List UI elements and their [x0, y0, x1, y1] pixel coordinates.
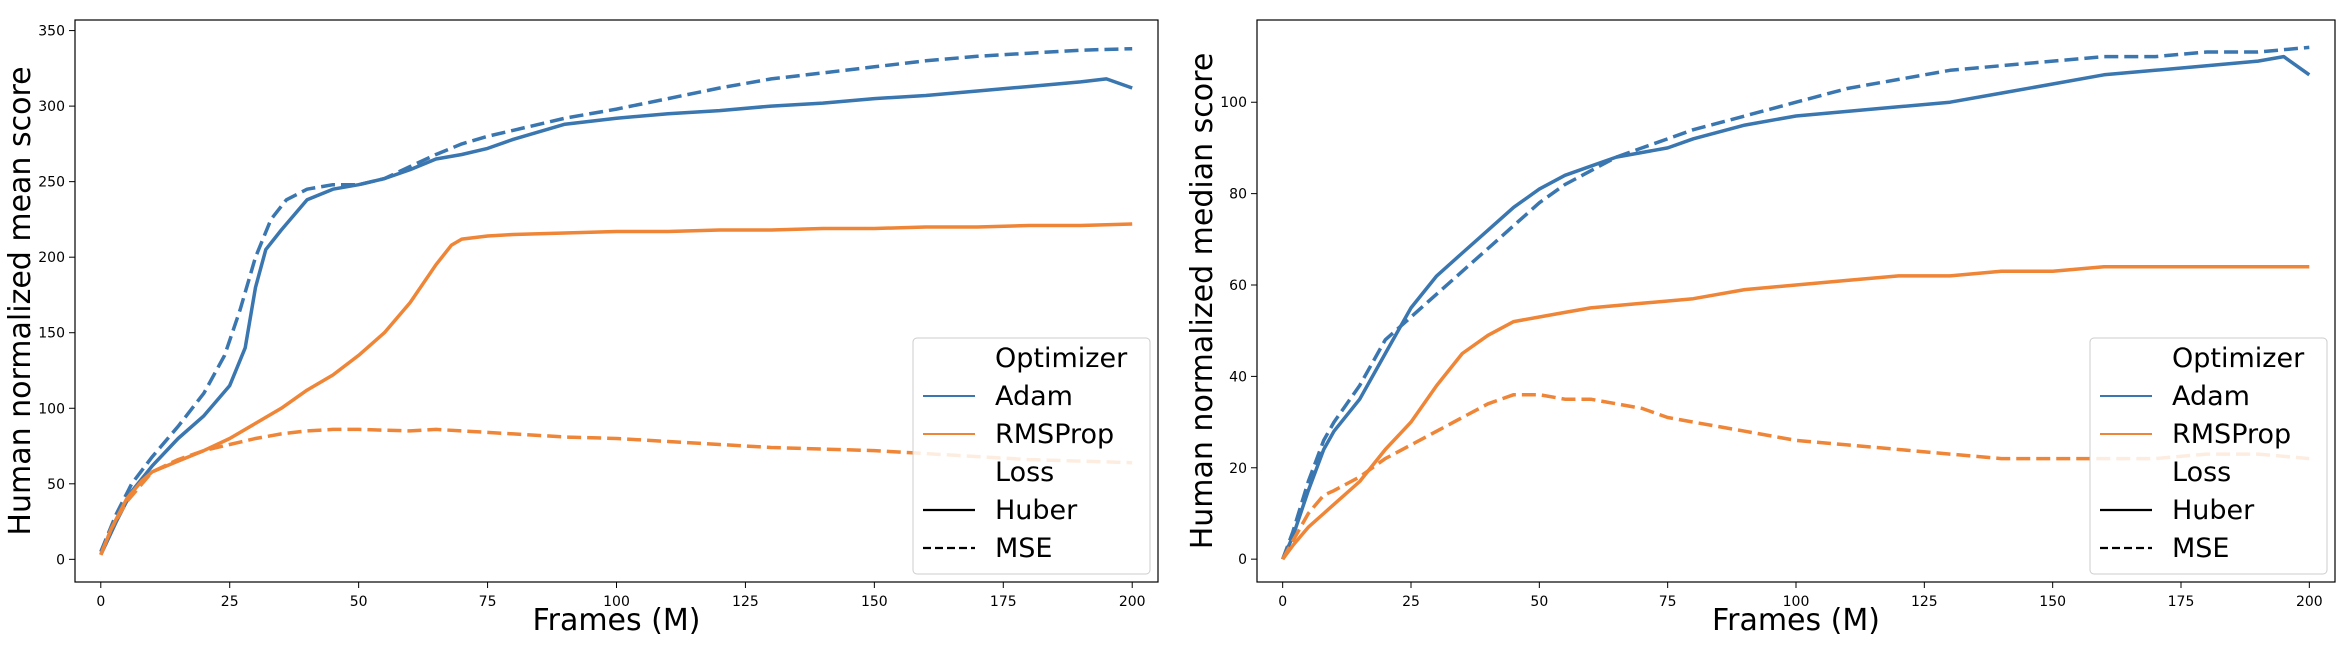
legend-label-huber: Huber [2172, 495, 2255, 526]
series-line-adam-mse [1281, 45, 2310, 560]
x-tick-label: 150 [861, 594, 888, 610]
y-tick-label: 80 [1229, 187, 1247, 203]
legend-optimizer-title: Optimizer [995, 343, 1128, 374]
legend-label-adam: Adam [995, 381, 1073, 412]
x-tick-label: 50 [1530, 594, 1548, 610]
x-tick-label: 125 [732, 594, 759, 610]
legend-label-huber: Huber [995, 495, 1078, 526]
y-tick-label: 100 [1220, 95, 1247, 111]
x-tick-label: 100 [603, 594, 630, 610]
x-axis-title: Frames (M) [1712, 603, 1880, 638]
legend-label-mse: MSE [995, 533, 1053, 564]
y-axis-title: Human normalized median score [1185, 53, 1220, 550]
legend: Optimizer Adam RMSProp Loss Huber MSE [912, 337, 1151, 575]
series-line-rmsprop-mse [99, 427, 1133, 556]
legend: Optimizer Adam RMSProp Loss Huber MSE [2089, 337, 2328, 575]
y-tick-label: 0 [1238, 552, 1247, 568]
y-tick-label: 100 [38, 401, 65, 417]
y-tick-label: 0 [56, 552, 65, 568]
y-axis-title: Human normalized mean score [3, 66, 38, 535]
x-tick-label: 75 [1659, 594, 1677, 610]
x-axis-title: Frames (M) [533, 603, 701, 638]
y-tick-label: 150 [38, 326, 65, 342]
y-tick-label: 350 [38, 24, 65, 40]
x-tick-label: 175 [990, 594, 1017, 610]
y-tick-label: 40 [1229, 369, 1247, 385]
y-tick-label: 50 [47, 477, 65, 493]
x-tick-label: 0 [96, 594, 105, 610]
y-tick-label: 20 [1229, 461, 1247, 477]
mean-score-panel: 0 25 50 75 100 125 150 175 200 0 50 100 150 200 250 300… [3, 19, 1159, 638]
legend-label-rmsprop: RMSProp [2172, 419, 2291, 450]
series-line-adam-huber [1281, 54, 2311, 560]
series-line-adam-huber [99, 77, 1133, 556]
x-tick-label: 125 [1911, 594, 1938, 610]
y-tick-label: 300 [38, 99, 65, 115]
x-tick-label: 200 [2296, 594, 2323, 610]
x-tick-label: 50 [350, 594, 368, 610]
series-line-adam-mse [99, 46, 1133, 553]
x-tick-label: 150 [2039, 594, 2066, 610]
legend-label-adam: Adam [2172, 381, 2250, 412]
y-tick-label: 250 [38, 175, 65, 191]
legend-label-mse: MSE [2172, 533, 2230, 564]
legend-optimizer-title: Optimizer [2172, 343, 2305, 374]
y-tick-label: 200 [38, 250, 65, 266]
x-tick-label: 0 [1278, 594, 1287, 610]
x-tick-label: 175 [2168, 594, 2195, 610]
x-tick-label: 25 [221, 594, 239, 610]
legend-label-rmsprop: RMSProp [995, 419, 1114, 450]
median-score-panel: 0 25 50 75 100 125 150 175 200020406080100Frames… [1185, 19, 2336, 638]
x-tick-label: 100 [1783, 594, 1810, 610]
series-line-rmsprop-huber [1281, 264, 2310, 561]
y-tick-label: 60 [1229, 278, 1247, 294]
x-tick-label: 25 [1402, 594, 1420, 610]
legend-loss-title: Loss [995, 457, 1054, 488]
legend-loss-title: Loss [2172, 457, 2231, 488]
x-tick-label: 200 [1119, 594, 1146, 610]
x-tick-label: 75 [479, 594, 497, 610]
